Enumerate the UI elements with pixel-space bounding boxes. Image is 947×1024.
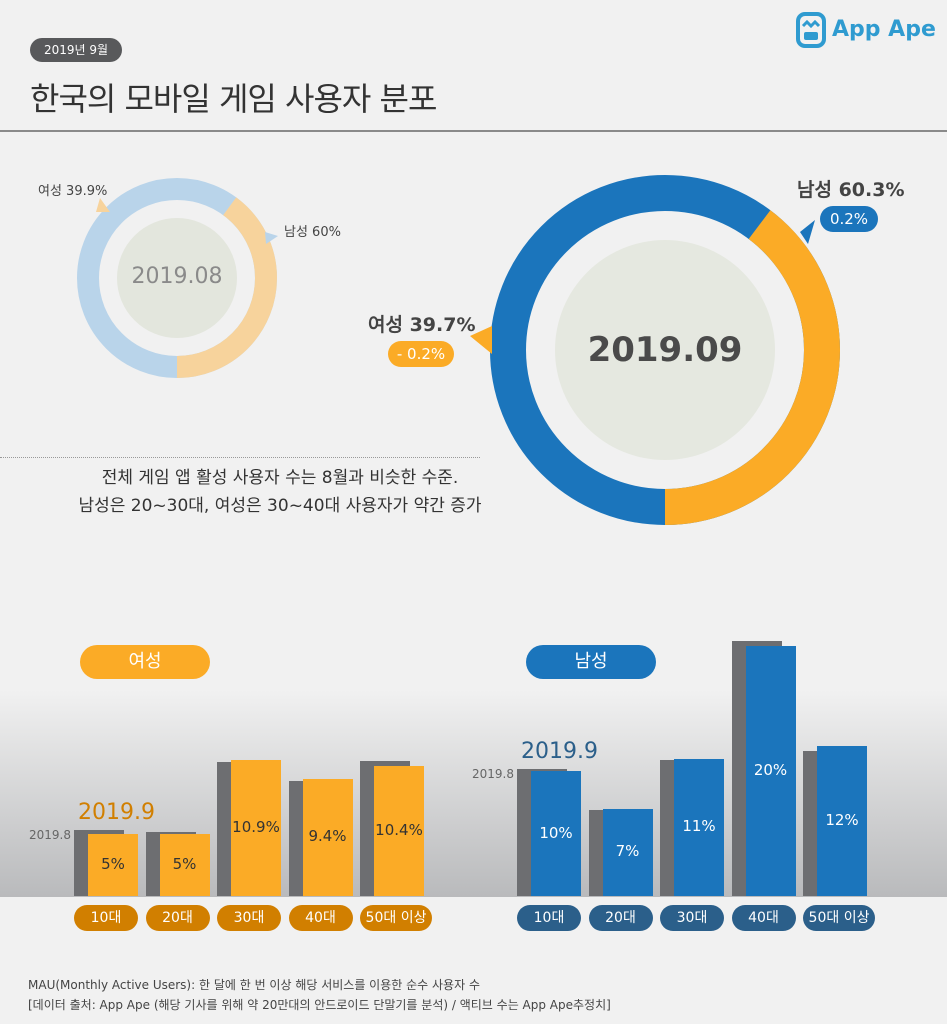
donut-sep-center [555, 240, 775, 460]
female-category-label: 40대 [288, 905, 353, 931]
female-bar-2019-9 [374, 766, 424, 896]
male-legend-2019-9: 2019.9 [521, 738, 598, 764]
callout-pointer [265, 232, 278, 244]
callout-pointer [470, 326, 492, 354]
page-title: 한국의 모바일 게임 사용자 분포 [30, 80, 437, 118]
male-bar-2019-9 [674, 758, 724, 896]
date-badge: 2019년 9월 [30, 38, 123, 62]
female-legend-2019-8: 2019.8 [29, 827, 71, 842]
male-category-label: 30대 [660, 905, 724, 931]
male-bar-2019-9 [531, 771, 581, 896]
footnote-mau: MAU(Monthly Active Users): 한 달에 한 번 이상 해… [28, 978, 480, 992]
footer: MAU(Monthly Active Users): 한 달에 한 번 이상 해… [28, 975, 611, 1015]
sep-male-change: 0.2% [820, 206, 878, 232]
description-line: 남성은 20~30대, 여성은 30~40대 사용자가 약간 증가 [78, 496, 482, 516]
donut-aug-female [77, 178, 277, 378]
app-ape-logo: App Ape [796, 10, 936, 48]
ape-icon [796, 12, 826, 48]
male-category-label: 10대 [517, 905, 581, 931]
donut-aug-center-label: 2019.08 [131, 264, 223, 289]
male-value-label: 11% [682, 817, 716, 836]
female-value-label: 5% [172, 854, 197, 873]
female-category-label: 30대 [217, 905, 281, 931]
description: 전체 게임 앱 활성 사용자 수는 8월과 비슷한 수준. 남성은 20~30대… [0, 464, 560, 520]
dotted-divider [0, 457, 480, 458]
male-bar-2019-9 [745, 646, 796, 896]
female-legend-2019-9: 2019.9 [78, 799, 155, 825]
female-value-label: 10.4% [375, 821, 423, 839]
female-value-label: 5% [101, 854, 125, 873]
female-value-label: 10.9% [232, 817, 280, 836]
male-value-label: 10% [539, 823, 573, 842]
male-legend-2019-8: 2019.8 [472, 766, 514, 781]
sep-female-change: - 0.2% [388, 341, 454, 367]
callout-pointer [96, 198, 110, 212]
male-category-label: 40대 [731, 905, 796, 931]
female-chart-title: 여성 [80, 645, 210, 679]
footnote-source: [데이터 출처: App Ape (해당 기사를 위해 약 20만대의 안드로이… [28, 998, 611, 1012]
aug-female-label: 여성 39.9% [38, 184, 108, 199]
donut-sep-female [490, 175, 840, 525]
female-category-label: 20대 [145, 905, 210, 931]
divider [0, 130, 947, 132]
female-category-label: 10대 [74, 905, 138, 931]
male-value-label: 20% [753, 761, 788, 779]
aug-male-label: 남성 60% [284, 225, 341, 240]
male-bar-2019-9 [817, 746, 867, 896]
female-value-label: 9.4% [308, 827, 347, 846]
male-value-label: 12% [825, 811, 859, 829]
callout-pointer [800, 220, 815, 244]
male-category-label: 50대 이상 [803, 905, 875, 931]
sep-male-label: 남성 60.3% [797, 179, 905, 201]
male-value-label: 7% [615, 842, 640, 861]
donut-charts [77, 175, 840, 525]
donut-aug-center [117, 218, 237, 338]
female-bar-2019-9 [302, 778, 353, 896]
sep-female-label: 여성 39.7% [368, 314, 476, 336]
donut-sep-center-label: 2019.09 [587, 330, 743, 370]
logo-text: App Ape [832, 16, 936, 42]
description-line: 전체 게임 앱 활성 사용자 수는 8월과 비슷한 수준. [101, 468, 459, 488]
male-category-label: 20대 [588, 905, 653, 931]
male-bar-2019-9 [602, 808, 653, 896]
female-bar-2019-9 [88, 833, 138, 896]
female-bar-2019-9 [159, 833, 210, 896]
male-chart-title: 남성 [526, 645, 656, 679]
female-category-label: 50대 이상 [360, 905, 432, 931]
female-bar-2019-9 [231, 759, 281, 896]
